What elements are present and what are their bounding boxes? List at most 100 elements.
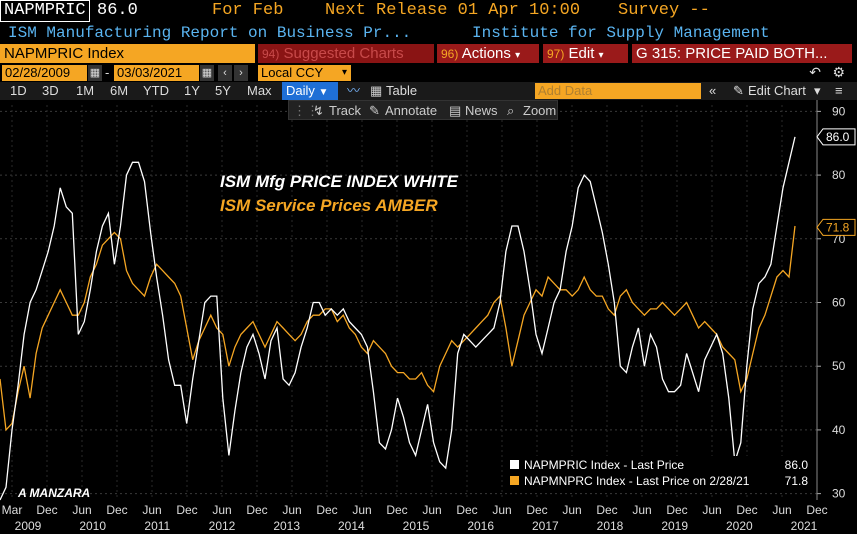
y-tick-label: 80 [832,168,846,182]
pencil-icon[interactable]: ✎ [733,83,744,98]
x-tick-label: Dec [736,503,757,517]
x-tick-label: Dec [456,503,477,517]
suggested-label: Suggested Charts [283,45,404,62]
period-max[interactable]: Max [247,83,272,98]
next-arrow-icon[interactable]: › [234,65,248,81]
x-tick-label: Dec [106,503,127,517]
x-tick-label: Dec [526,503,547,517]
header-bar: NAPMPRIC 86.0 For Feb Next Release 01 Ap… [0,0,857,24]
annotate-icon: ✎ [369,103,380,118]
x-year-label: 2013 [273,519,300,533]
x-year-label: 2010 [79,519,106,533]
edit-label: Edit [568,45,595,62]
y-tick-label: 30 [832,487,846,501]
legend-swatch-amber [510,476,519,485]
period-1m[interactable]: 1M [76,83,95,98]
x-tick-label: Jun [702,503,721,517]
edit-button[interactable]: 97) Edit ▾ [543,44,628,63]
actions-button[interactable]: 96) Actions ▾ [437,44,539,63]
x-tick-label: Jun [772,503,791,517]
for-period: For Feb [212,1,284,20]
x-tick-label: Jun [632,503,651,517]
end-date-field[interactable]: 03/03/2021 [114,65,199,81]
period-1y[interactable]: 1Y [184,83,200,98]
period-6m[interactable]: 6M [110,83,129,98]
news-icon: ▤ [449,103,462,118]
refresh-icon[interactable]: ↶ [809,64,821,80]
suggested-charts-button[interactable]: 94) Suggested Charts [258,44,434,63]
subheader-bar: ISM Manufacturing Report on Business Pr.… [0,24,857,44]
annotate-button[interactable]: Annotate [385,103,438,118]
period-ytd[interactable]: YTD [143,83,169,98]
currency-select[interactable]: Local CCY ▾ [258,65,351,81]
last-value: 86.0 [97,1,138,20]
y-tick-label: 90 [832,104,846,118]
zoom-button[interactable]: Zoom [523,103,557,118]
period-5y[interactable]: 5Y [215,83,231,98]
edit-chart-button[interactable]: Edit Chart [748,83,806,98]
collapse-icon[interactable]: « [709,83,717,98]
x-year-label: 2016 [467,519,494,533]
table-button[interactable]: Table [386,83,418,98]
start-date-field[interactable]: 02/28/2009 [2,65,87,81]
source: Institute for Supply Management [472,24,770,42]
last-value-label: 86.0 [826,130,850,144]
x-year-label: 2019 [661,519,688,533]
period-3d[interactable]: 3D [42,83,59,98]
x-tick-label: Dec [246,503,267,517]
x-tick-label: Jun [562,503,581,517]
command-bar: NAPMPRIC Index 94) Suggested Charts 96) … [0,44,857,64]
x-year-label: 2020 [726,519,753,533]
x-tick-label: Jun [422,503,441,517]
last-value-tag [816,128,856,146]
caret-down-icon: ▾ [598,50,604,61]
ticker-label[interactable]: NAPMPRIC [0,0,90,22]
zoom-icon: ⌕ [507,103,515,118]
security-field[interactable]: NAPMPRIC Index [0,44,255,63]
edit-num: 97) [547,47,565,61]
white-series-title: ISM Mfg PRICE INDEX WHITE [220,172,458,191]
frequency-value: Daily [286,83,315,98]
x-year-label: 2021 [791,519,818,533]
drag-handle-icon[interactable]: ⋮⋮ [293,103,319,118]
legend-label-white: NAPMPRIC Index - Last Price [524,458,685,472]
suggested-num: 94) [262,47,280,61]
graph-title[interactable]: G 315: PRICE PAID BOTH... [632,44,852,63]
x-tick-label: Dec [806,503,827,517]
x-tick-label: Mar [2,503,23,517]
series-line-mfg-prices [0,136,796,501]
legend-swatch-white [510,460,519,469]
x-tick-label: Dec [666,503,687,517]
x-tick-label: Jun [142,503,161,517]
caret-down-icon: ▾ [515,50,521,61]
range-dash: - [105,65,110,80]
track-button[interactable]: Track [329,103,362,118]
news-button[interactable]: News [465,103,498,118]
x-year-label: 2018 [597,519,624,533]
add-data-input[interactable]: Add Data [535,83,701,99]
line-chart-icon[interactable]: 〰 [347,83,361,98]
more-icon[interactable]: ≡ [835,83,843,98]
series-line-service-prices [0,225,796,432]
x-tick-label: Jun [72,503,91,517]
calendar-icon[interactable]: ▦ [88,65,102,81]
x-year-label: 2015 [403,519,430,533]
frequency-select[interactable]: Daily ▼ [282,82,338,100]
amber-series-title: ISM Service Prices AMBER [220,196,438,215]
chevron-down-icon[interactable]: ▾ [814,83,821,98]
x-tick-label: Jun [212,503,231,517]
settings-icon[interactable]: ⚙ [832,64,845,80]
period-bar: 1D 3D 1M 6M YTD 1Y 5Y Max Daily ▼ 〰 ▦ Ta… [0,82,857,100]
x-year-label: 2017 [532,519,559,533]
calendar-icon[interactable]: ▦ [200,65,214,81]
x-tick-label: Dec [36,503,57,517]
prev-arrow-icon[interactable]: ‹ [218,65,232,81]
grid-icon[interactable]: ▦ [370,83,383,98]
x-tick-label: Jun [282,503,301,517]
period-1d[interactable]: 1D [10,83,27,98]
range-bar: 02/28/2009 ▦ - 03/03/2021 ▦ ‹ › Local CC… [0,64,857,82]
actions-num: 96) [441,47,459,61]
actions-label: Actions [461,45,511,62]
caret-down-icon: ▾ [341,67,347,78]
